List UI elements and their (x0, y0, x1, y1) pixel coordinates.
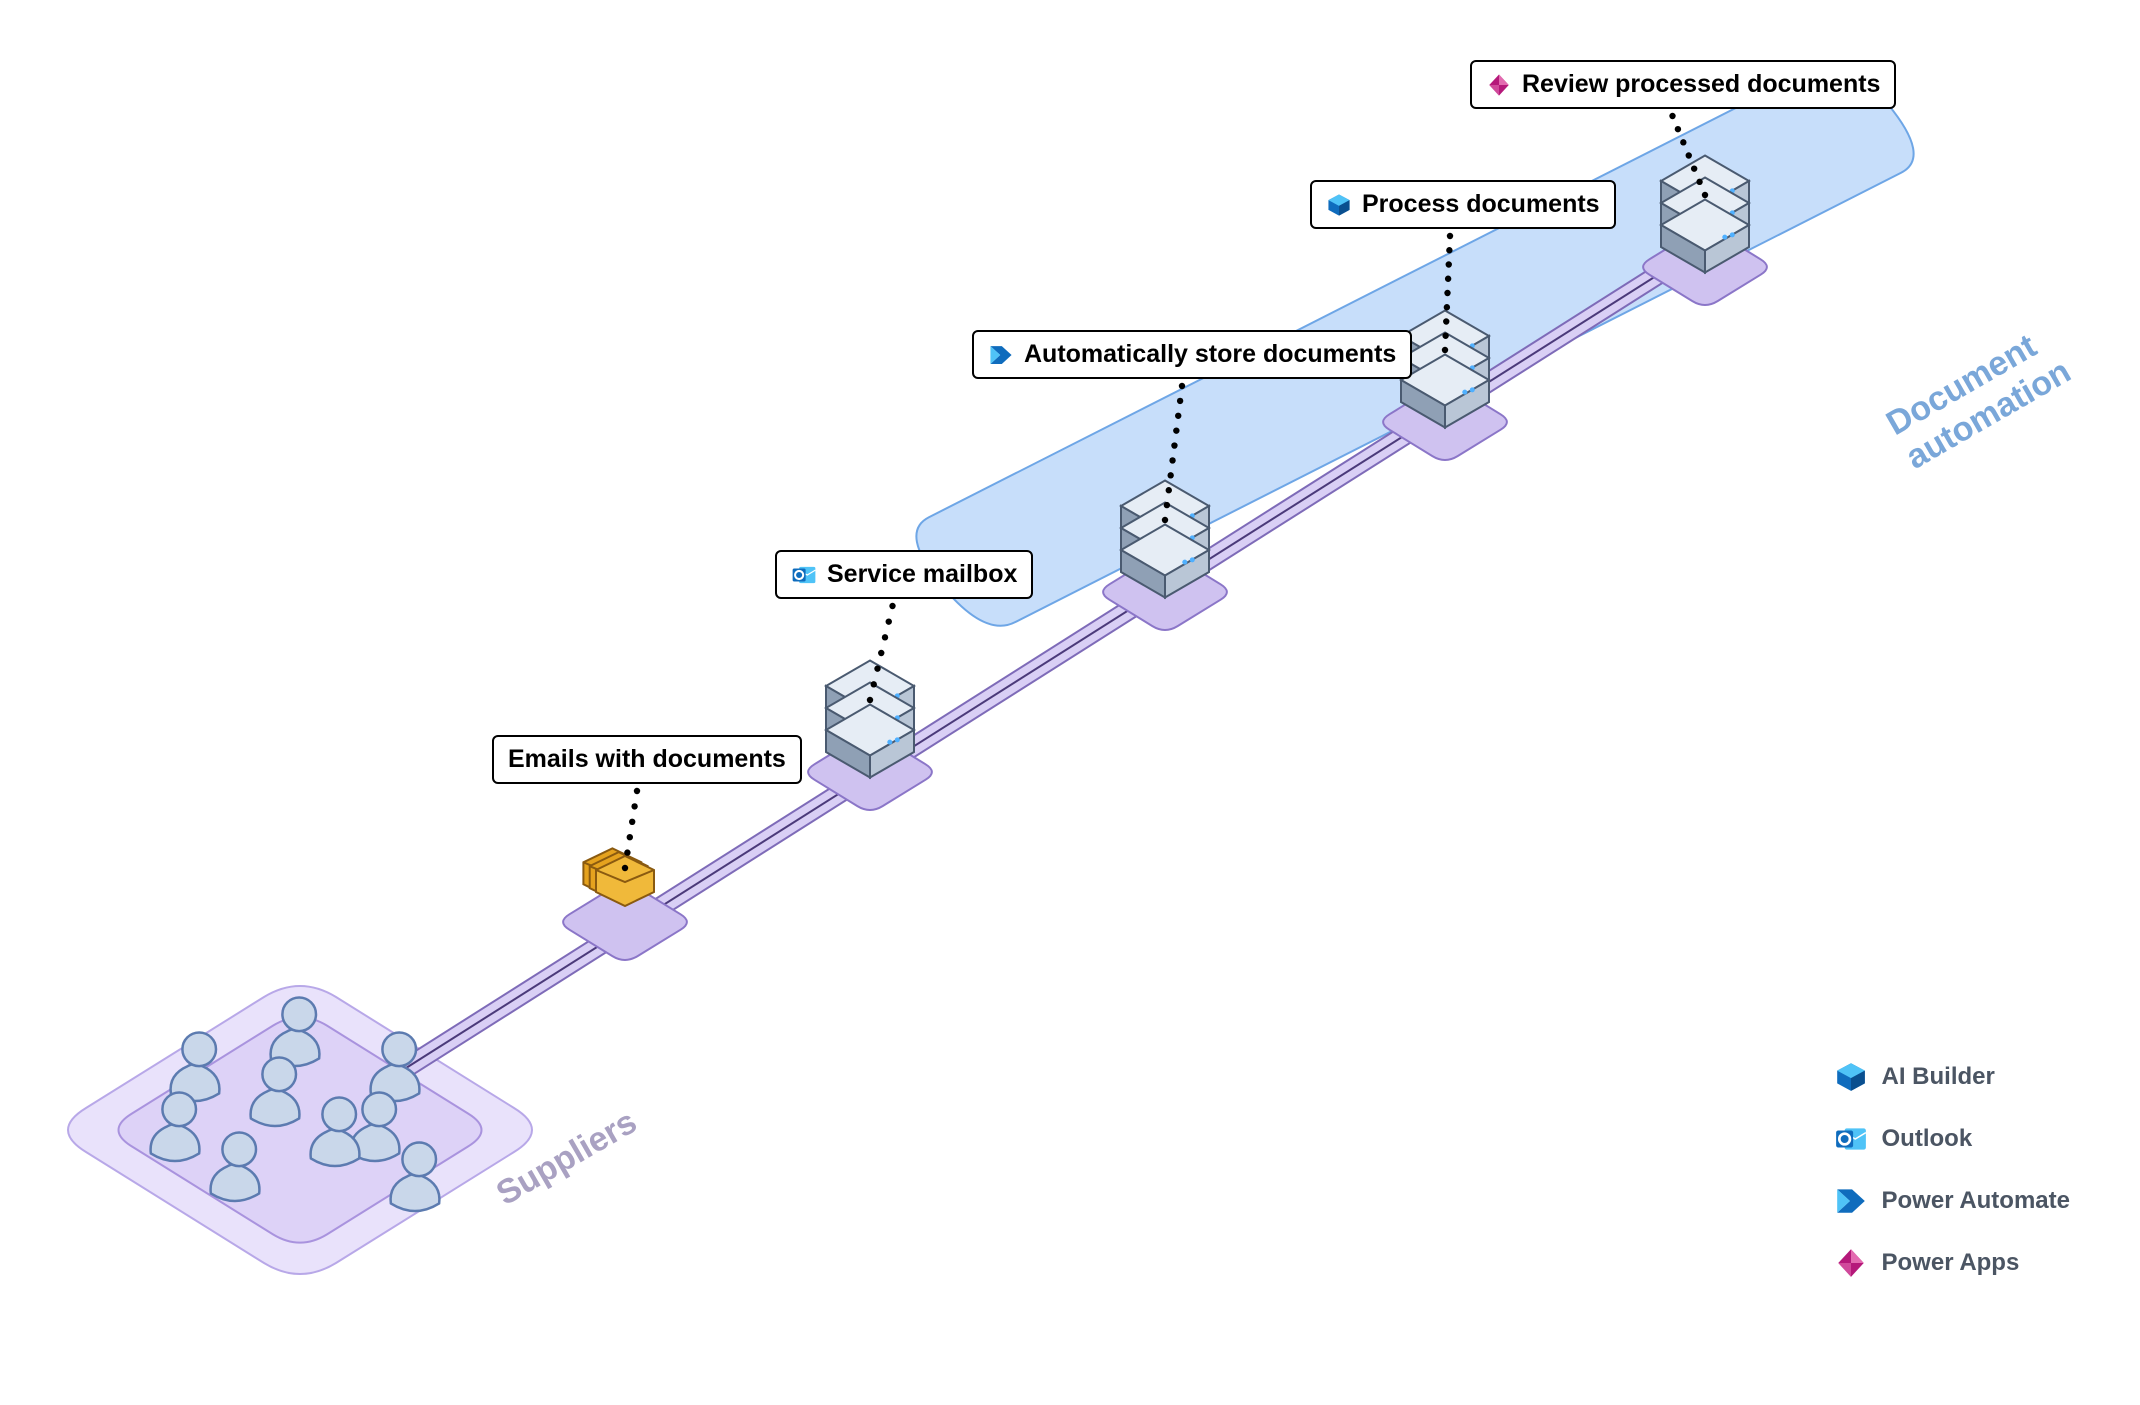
label-service-mailbox: Service mailbox (775, 550, 1033, 599)
power-apps-icon (1486, 72, 1512, 98)
label-text: Emails with documents (508, 745, 786, 774)
label-review-processed-documents: Review processed documents (1470, 60, 1896, 109)
power-automate-icon (988, 342, 1014, 368)
legend-label: Power Apps (1882, 1249, 2020, 1277)
legend-label: Outlook (1882, 1125, 1973, 1153)
label-automatically-store-documents: Automatically store documents (972, 330, 1412, 379)
legend-item-outlook: Outlook (1834, 1122, 2070, 1156)
legend-item-power-automate: Power Automate (1834, 1184, 2070, 1218)
label-text: Automatically store documents (1024, 340, 1396, 369)
power-automate-icon (1834, 1184, 1868, 1218)
ai-builder-icon (1326, 192, 1352, 218)
legend-label: Power Automate (1882, 1187, 2070, 1215)
ai-builder-icon (1834, 1060, 1868, 1094)
legend-item-power-apps: Power Apps (1834, 1246, 2070, 1280)
legend-label: AI Builder (1882, 1063, 1995, 1091)
label-emails-with-documents: Emails with documents (492, 735, 802, 784)
legend: AI Builder Outlook Power Automate Power … (1834, 1060, 2070, 1280)
label-text: Review processed documents (1522, 70, 1880, 99)
power-apps-icon (1834, 1246, 1868, 1280)
architecture-diagram: Emails with documents Service mailbox Au… (0, 0, 2140, 1400)
diagram-svg (0, 0, 2140, 1400)
outlook-icon (1834, 1122, 1868, 1156)
label-text: Process documents (1362, 190, 1600, 219)
label-process-documents: Process documents (1310, 180, 1616, 229)
label-text: Service mailbox (827, 560, 1017, 589)
legend-item-ai-builder: AI Builder (1834, 1060, 2070, 1094)
outlook-icon (791, 562, 817, 588)
